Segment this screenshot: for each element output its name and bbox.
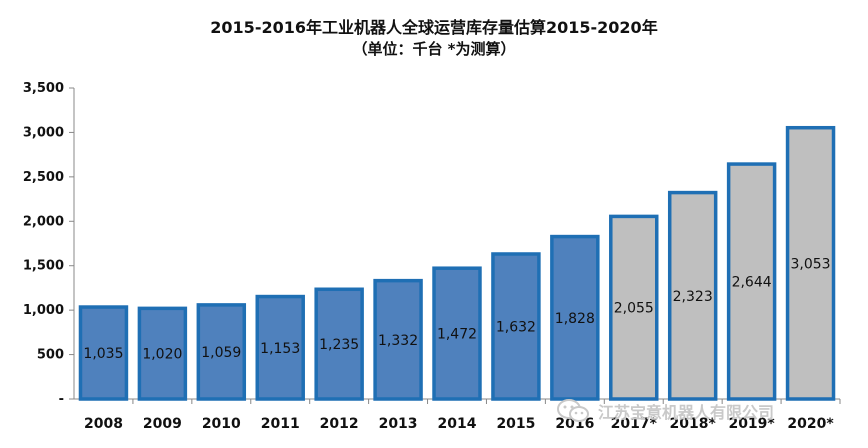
bar [432, 266, 482, 401]
x-tick-label: 2012 [320, 416, 359, 432]
bar [609, 214, 659, 401]
bar [667, 190, 718, 401]
bar [314, 287, 364, 401]
y-tick-label: 3,000 [23, 125, 64, 140]
x-tick-label: 2011 [261, 416, 300, 432]
data-label: 1,035 [83, 346, 123, 362]
chart-title: 2015-2016年工业机器人全球运营库存量估算2015-2020年 [210, 18, 658, 37]
y-tick-label: - [59, 392, 64, 407]
bar [78, 305, 129, 401]
x-tick-label: 2013 [379, 416, 418, 432]
data-label: 2,323 [673, 289, 713, 305]
y-tick-label: 1,500 [23, 259, 64, 274]
x-tick-label: 2020* [787, 416, 834, 432]
chart-subtitle: （单位：千台 *为测算） [352, 40, 516, 58]
bar [373, 278, 423, 401]
data-label: 2,644 [732, 275, 772, 291]
data-label: 3,053 [790, 256, 830, 272]
data-label: 1,828 [555, 311, 595, 327]
x-tick-label: 2010 [202, 416, 241, 432]
data-label: 1,332 [378, 333, 418, 349]
x-tick-label: 2015 [496, 416, 535, 432]
x-tick-label: 2014 [438, 416, 477, 432]
y-tick-label: 2,500 [23, 170, 64, 185]
bar [726, 162, 777, 401]
data-label: 1,059 [201, 345, 241, 361]
data-label: 1,632 [496, 319, 536, 335]
bar [255, 294, 305, 401]
x-tick-label: 2008 [84, 416, 123, 432]
x-tick-label: 2017* [611, 416, 658, 432]
bar [196, 303, 247, 401]
data-label: 1,472 [437, 327, 477, 343]
data-label: 1,153 [260, 341, 300, 357]
y-tick-label: 3,500 [23, 81, 64, 96]
bar [785, 125, 836, 401]
bar [137, 306, 188, 401]
watermark: 江苏宝意机器人有限公司 [556, 398, 774, 424]
bar [550, 234, 600, 401]
watermark-text: 江苏宝意机器人有限公司 [598, 403, 775, 422]
x-tick-label: 2018* [670, 416, 717, 432]
data-label: 2,055 [614, 301, 654, 317]
y-tick-label: 500 [37, 348, 64, 363]
x-tick-label: 2019* [728, 416, 775, 432]
y-tick-label: 1,000 [23, 303, 64, 318]
bar [491, 252, 541, 401]
x-tick-label: 2009 [143, 416, 182, 432]
data-label: 1,020 [142, 347, 182, 363]
y-tick-label: 2,000 [23, 214, 64, 229]
wechat-icon [556, 398, 590, 424]
data-label: 1,235 [319, 337, 359, 353]
